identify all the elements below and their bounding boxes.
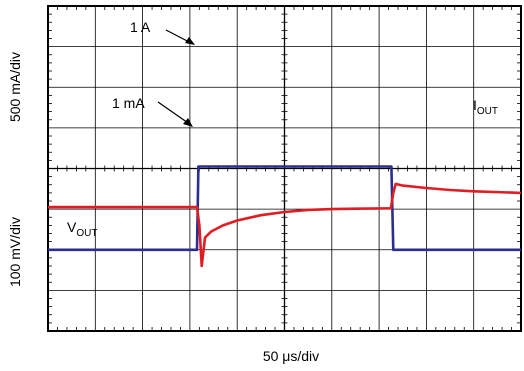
plot-frame [47,5,522,332]
iout-trace [48,165,521,252]
iout-label: IOUT [473,97,498,117]
grid [48,6,521,331]
y-axis-label-bottom: 100 mV/div [7,217,23,287]
annotation-1ma: 1 mA [112,95,145,111]
annotation-1ma-arrowhead [183,118,193,127]
y-axis-label-top: 500 mA/div [7,52,23,122]
x-axis-label: 50 μs/div [263,348,319,364]
vout-trace [48,182,522,268]
annotation-1a-arrowhead [185,37,195,45]
annotation-1a: 1 A [130,19,151,35]
vout-label: VOUT [67,219,97,239]
